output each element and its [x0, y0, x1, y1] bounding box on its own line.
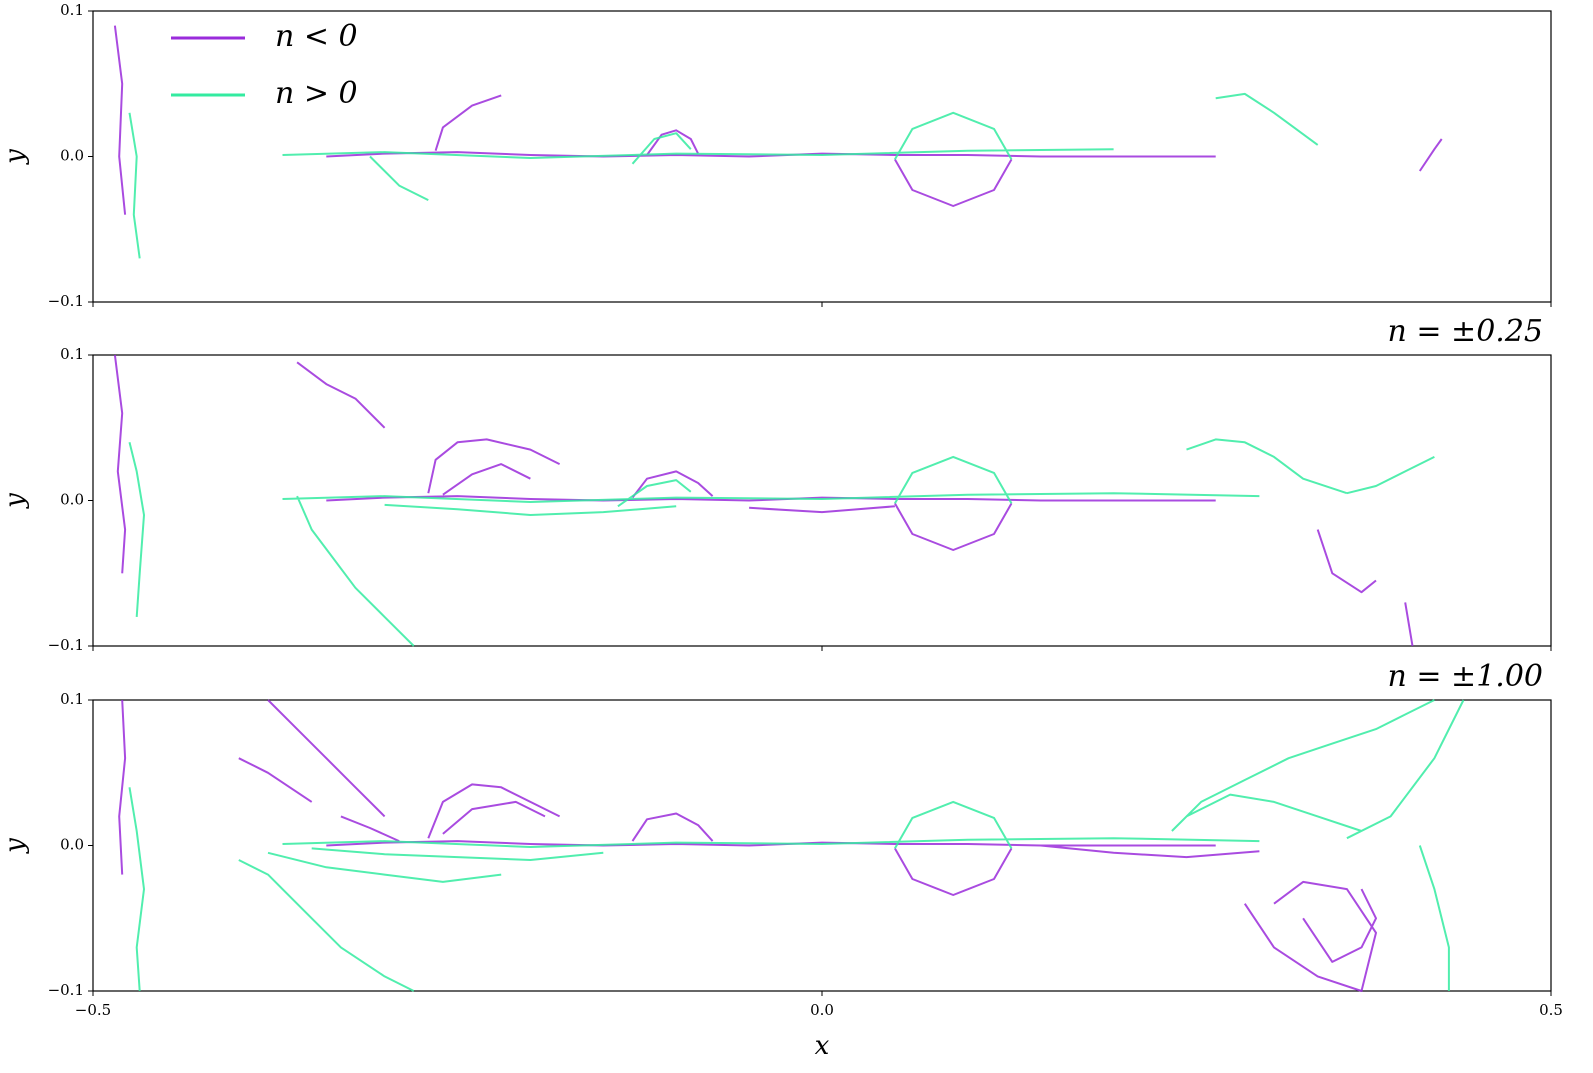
panel: −0.1 0.0 0.1 y n < 0 n > 0 [0, 1, 1552, 310]
x-tick-label: 0.0 [810, 1001, 834, 1019]
filament-line [118, 699, 1377, 992]
plot-frame [92, 10, 1552, 303]
y-tick-label: −0.1 [48, 292, 84, 310]
legend-label: n > 0 [275, 76, 358, 111]
y-tick-label: 0.1 [60, 1, 84, 19]
y-tick-label: 0.0 [60, 147, 84, 165]
y-axis-label: y [0, 149, 30, 165]
filament-line [113, 25, 1443, 215]
y-tick-label: −0.1 [48, 636, 84, 654]
y-tick-label: 0.1 [60, 345, 84, 363]
y-tick-label: 0.0 [60, 836, 84, 854]
y-axis-label: y [0, 493, 30, 509]
plot-frame [92, 354, 1552, 647]
panel-title: n = ±0.25 [1388, 314, 1543, 349]
filament-line [128, 438, 1435, 647]
x-tick-label: −0.5 [75, 1001, 111, 1019]
filament-line [128, 699, 1465, 992]
filament-line [113, 354, 1414, 647]
panel: −0.1 0.0 0.1 −0.5 0.0 0.5 y x n = ±1.00 [0, 659, 1563, 1061]
y-tick-label: −0.1 [48, 981, 84, 999]
x-tick-label: 0.5 [1539, 1001, 1563, 1019]
y-tick-label: 0.0 [60, 491, 84, 509]
x-axis-label: x [815, 1031, 830, 1061]
y-tick-label: 0.1 [60, 690, 84, 708]
filament-line [128, 92, 1319, 259]
legend: n < 0 n > 0 [171, 19, 358, 111]
legend-label: n < 0 [275, 19, 358, 54]
panel-title: n = ±1.00 [1388, 659, 1543, 694]
y-axis-label: y [0, 838, 30, 854]
panel: −0.1 0.0 0.1 y n = ±0.25 [0, 314, 1552, 654]
